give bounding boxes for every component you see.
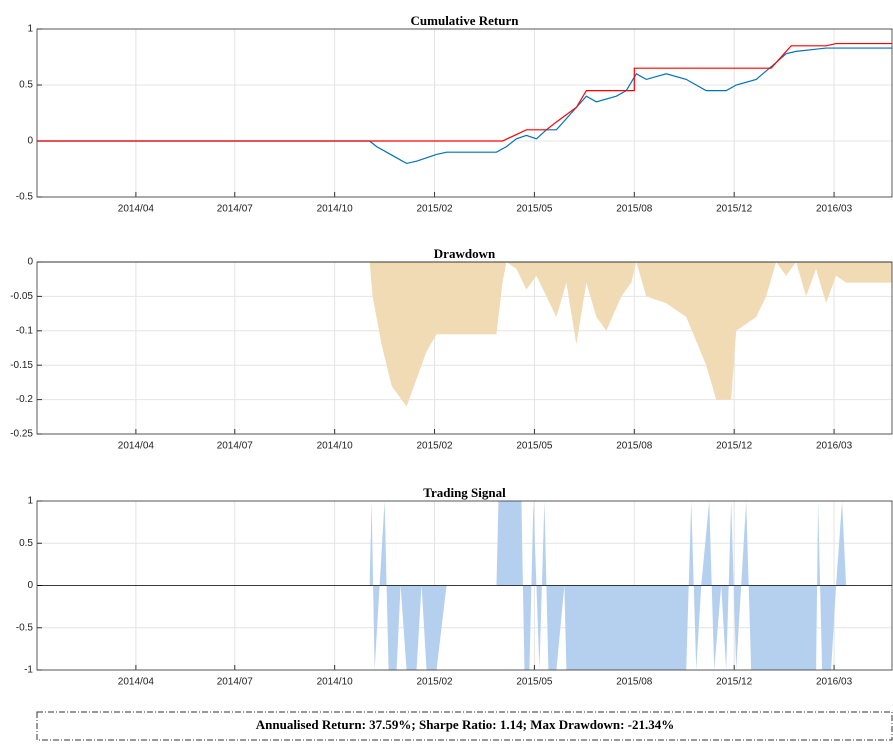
x-tick-label: 2014/10	[317, 677, 354, 688]
y-tick-label: 0.5	[19, 538, 33, 549]
y-tick-label: 0	[27, 257, 33, 268]
axes-box	[36, 28, 893, 198]
x-tick-label: 2015/02	[416, 677, 453, 688]
x-tick-label: 2015/02	[416, 204, 453, 215]
area	[37, 501, 892, 670]
summary-text: Annualised Return: 37.59%; Sharpe Ratio:…	[256, 717, 675, 732]
y-tick-label: 0	[27, 580, 33, 591]
y-tick-label: -0.5	[16, 192, 34, 203]
y-tick-label: -0.1	[16, 325, 34, 336]
summary-box	[36, 711, 893, 741]
x-tick-label: 2015/05	[516, 441, 553, 452]
x-tick-label: 2016/03	[816, 204, 853, 215]
chart-title: Trading Signal	[423, 485, 506, 500]
x-tick-label: 2015/05	[516, 677, 553, 688]
chart-title: Drawdown	[434, 246, 496, 261]
y-tick-label: -0.25	[10, 429, 33, 440]
y-tick-label: -0.5	[16, 622, 34, 633]
y-tick-label: 1	[27, 496, 33, 507]
x-tick-label: 2016/03	[816, 441, 853, 452]
plot-area	[37, 29, 892, 197]
y-tick-label: 0.5	[19, 80, 33, 91]
y-tick-label: -1	[24, 665, 33, 676]
x-tick-label: 2015/12	[716, 677, 753, 688]
line	[37, 42, 892, 142]
x-tick-label: 2015/08	[616, 204, 653, 215]
x-tick-label: 2015/12	[716, 441, 753, 452]
y-tick-label: 1	[27, 24, 33, 35]
x-tick-label: 2015/05	[516, 204, 553, 215]
y-tick-label: -0.2	[16, 394, 34, 405]
x-tick-label: 2014/04	[118, 677, 155, 688]
y-tick-label: -0.15	[10, 360, 33, 371]
axes-box	[36, 500, 893, 671]
x-tick-label: 2014/07	[217, 677, 254, 688]
x-tick-label: 2014/10	[317, 204, 354, 215]
x-tick-label: 2014/10	[317, 441, 354, 452]
x-tick-label: 2016/03	[816, 677, 853, 688]
x-tick-label: 2015/12	[716, 204, 753, 215]
area	[37, 262, 892, 407]
x-tick-label: 2014/07	[217, 441, 254, 452]
x-tick-label: 2015/08	[616, 441, 653, 452]
x-tick-label: 2015/02	[416, 441, 453, 452]
x-tick-label: 2015/08	[616, 677, 653, 688]
y-tick-label: 0	[27, 136, 33, 147]
y-tick-label: -0.05	[10, 291, 33, 302]
chart-title: Cumulative Return	[411, 13, 520, 28]
axes-box	[36, 261, 893, 435]
x-tick-label: 2014/04	[118, 204, 155, 215]
x-tick-label: 2014/07	[217, 204, 254, 215]
x-tick-label: 2014/04	[118, 441, 155, 452]
